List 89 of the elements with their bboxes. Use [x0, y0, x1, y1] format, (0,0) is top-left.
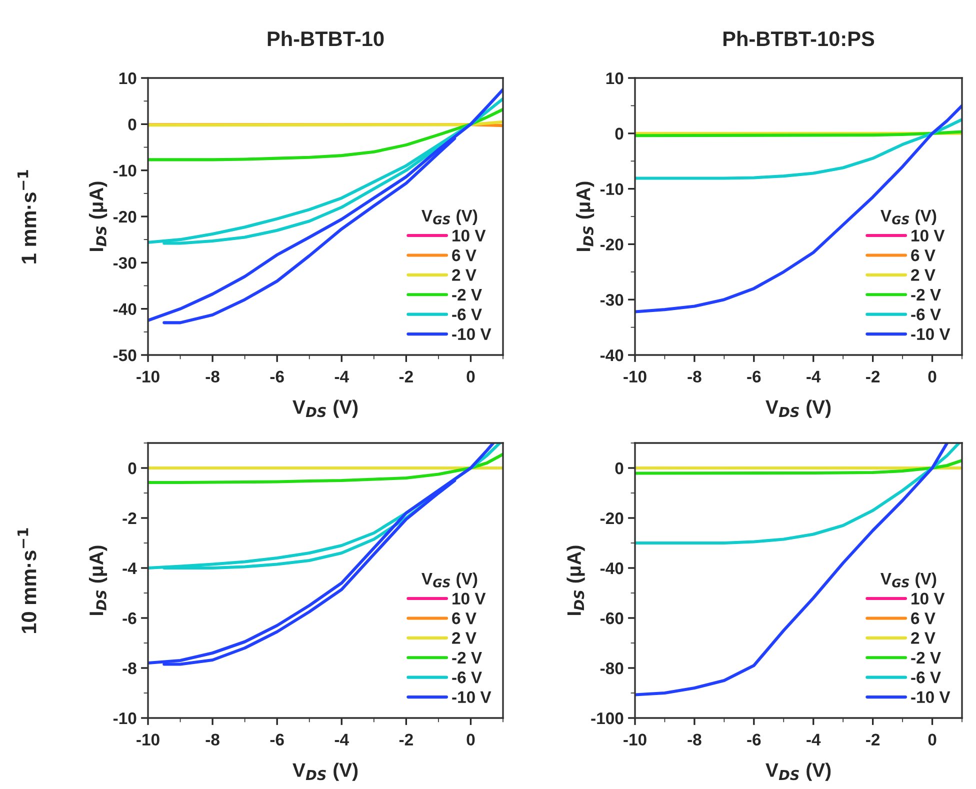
legend-label: -6 V: [911, 672, 941, 684]
legend-label: -10 V: [911, 328, 950, 340]
x-tick-label: -2: [866, 734, 880, 746]
y-tick-label: -50: [113, 349, 136, 362]
y-tick-label: 0: [128, 462, 136, 474]
x-tick-label: -8: [206, 734, 220, 746]
x-tick-label: -10: [624, 370, 646, 383]
y-tick-label: -10: [113, 164, 136, 177]
x-tick-label: 0: [928, 734, 936, 746]
x-tick-label: -10: [136, 370, 160, 383]
y-tick-label: 10: [606, 72, 624, 84]
x-axis-title: V$_{DS}$ (V): [766, 762, 831, 781]
y-tick-label: -6: [122, 612, 136, 624]
legend-label: -10 V: [452, 328, 492, 340]
legend-label: -10 V: [911, 691, 950, 704]
y-tick-label: -100: [591, 712, 624, 724]
legend-label: 2 V: [911, 632, 936, 644]
x-tick-label: 0: [928, 370, 936, 383]
legend-label: -2 V: [911, 652, 941, 664]
x-tick-label: 0: [466, 370, 475, 383]
text: 1 mm·s$^{−1}$: [17, 170, 36, 264]
legend-label: -2 V: [911, 288, 941, 300]
y-axis-title: I$_{DS}$ (μA): [88, 546, 108, 615]
y-tick-label: -30: [113, 257, 136, 269]
x-tick-label: 0: [466, 734, 475, 746]
legend-label: 6 V: [911, 249, 936, 262]
legend-label: 6 V: [452, 249, 476, 262]
y-tick-label: -20: [600, 512, 624, 524]
x-axis-title: V$_{DS}$ (V): [292, 762, 358, 781]
x-axis-title: V$_{DS}$ (V): [766, 400, 831, 418]
legend-label: 2 V: [452, 269, 476, 281]
y-tick-label: 10: [119, 72, 136, 84]
x-tick-label: -2: [399, 734, 413, 746]
x-tick-label: -10: [624, 734, 646, 746]
x-tick-label: -4: [334, 734, 349, 746]
x-tick-label: -6: [270, 734, 284, 746]
y-tick-label: -80: [600, 662, 624, 674]
x-axis-title: V$_{DS}$ (V): [292, 400, 358, 418]
x-tick-label: -4: [806, 734, 821, 746]
y-tick-label: -20: [113, 210, 136, 223]
legend-label: -6 V: [911, 308, 941, 320]
y-tick-label: -10: [600, 183, 624, 196]
legend-label: 10 V: [912, 230, 945, 242]
x-tick-label: -4: [334, 370, 349, 382]
legend-label: -2 V: [452, 652, 482, 664]
x-tick-label: -10: [136, 734, 160, 746]
x-tick-label: -6: [747, 734, 761, 746]
y-tick-label: -40: [113, 303, 136, 316]
y-tick-label: -8: [122, 662, 136, 674]
x-tick-label: -6: [270, 370, 284, 383]
x-tick-label: -4: [806, 370, 821, 382]
legend-label: 10 V: [912, 592, 945, 605]
legend-title: V$_{GS}$ (V): [880, 209, 936, 225]
x-tick-label: -2: [399, 370, 413, 382]
y-tick-label: 0: [615, 462, 624, 474]
chart-title: Ph-BTBT-10:PS: [724, 30, 874, 46]
y-tick-label: -40: [600, 349, 624, 362]
legend-label: 10 V: [452, 230, 486, 242]
legend-title: V$_{GS}$ (V): [422, 572, 478, 588]
y-axis-title: I$_{DS}$ (μA): [88, 182, 108, 251]
y-tick-label: -20: [600, 238, 624, 250]
legend-label: 2 V: [911, 269, 936, 281]
legend-label: -2 V: [452, 288, 482, 300]
legend-label: 6 V: [911, 612, 936, 624]
x-tick-label: -8: [688, 370, 702, 383]
legend-label: 10 V: [452, 592, 486, 605]
y-tick-label: -4: [122, 562, 137, 574]
legend-label: 2 V: [452, 632, 476, 644]
y-tick-label: -10: [113, 712, 136, 724]
legend-label: -6 V: [452, 672, 482, 684]
y-tick-label: -2: [122, 512, 136, 524]
y-axis-title: I$_{DS}$ (μA): [566, 546, 585, 615]
x-tick-label: -6: [747, 370, 761, 383]
chart-title: Ph-BTBT-10: [268, 30, 384, 46]
x-tick-label: -8: [688, 734, 702, 746]
text: 10 mm·s$^{−1}$: [17, 528, 36, 634]
y-tick-label: 0: [128, 118, 136, 130]
y-tick-label: 0: [615, 128, 624, 140]
x-tick-label: -8: [206, 370, 220, 383]
x-tick-label: -2: [866, 370, 880, 382]
y-axis-title: I$_{DS}$ (μA): [576, 182, 594, 251]
legend-label: -6 V: [452, 308, 482, 320]
y-tick-label: -30: [600, 294, 624, 306]
legend-title: V$_{GS}$ (V): [422, 209, 478, 225]
y-tick-label: -40: [600, 562, 624, 574]
legend-label: 6 V: [452, 612, 476, 624]
legend-title: V$_{GS}$ (V): [880, 572, 936, 588]
y-tick-label: -60: [600, 612, 624, 624]
legend-label: -10 V: [452, 691, 492, 704]
